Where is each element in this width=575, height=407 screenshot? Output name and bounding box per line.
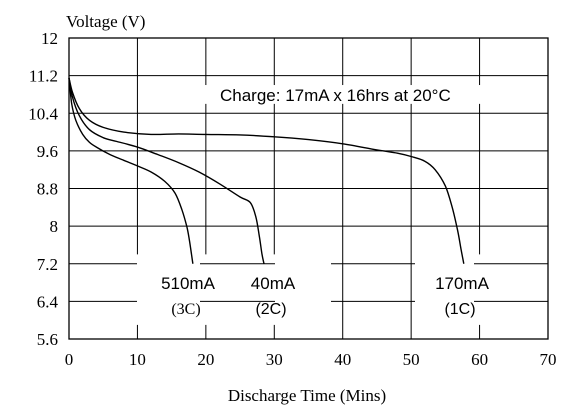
x-tick-labels: 0 10 20 30 40 50 60 70 <box>65 350 557 369</box>
series-rate-label: (3C) <box>171 301 200 318</box>
y-tick-label: 8 <box>50 217 59 236</box>
x-tick-label: 50 <box>403 350 420 369</box>
y-tick-labels: 5.6 6.4 7.2 8 8.8 9.6 10.4 11.2 12 <box>28 29 58 349</box>
y-tick-label: 12 <box>41 29 58 48</box>
y-axis-label: Voltage (V) <box>66 12 145 31</box>
x-tick-label: 70 <box>540 350 557 369</box>
charge-annotation: Charge: 17mA x 16hrs at 20°C <box>220 86 451 105</box>
x-tick-label: 40 <box>334 350 351 369</box>
y-tick-label: 8.8 <box>37 180 58 199</box>
series-rate-label: (1C) <box>444 301 475 318</box>
y-tick-label: 6.4 <box>37 292 59 311</box>
series-line-0 <box>68 77 194 264</box>
series-labels: 510mA (3C) 40mA (2C) 170mA (1C) <box>161 274 490 318</box>
y-tick-label: 11.2 <box>29 67 58 86</box>
series-lines <box>68 77 465 264</box>
y-tick-label: 9.6 <box>37 142 58 161</box>
y-tick-label: 10.4 <box>28 104 58 123</box>
x-tick-label: 30 <box>266 350 283 369</box>
x-tick-label: 0 <box>65 350 74 369</box>
series-name-label: 510mA <box>161 274 216 293</box>
series-name-label: 170mA <box>435 274 490 293</box>
plot-frame <box>68 37 549 340</box>
y-tick-label: 7.2 <box>37 255 58 274</box>
x-axis-label: Discharge Time (Mins) <box>228 386 386 405</box>
series-name-label: 40mA <box>251 274 296 293</box>
y-tick-label: 5.6 <box>37 330 58 349</box>
x-tick-label: 60 <box>471 350 488 369</box>
series-line-1 <box>68 77 265 264</box>
x-tick-label: 20 <box>197 350 214 369</box>
series-rate-label: (2C) <box>255 301 286 318</box>
series-line-2 <box>68 77 465 264</box>
x-tick-label: 10 <box>129 350 146 369</box>
